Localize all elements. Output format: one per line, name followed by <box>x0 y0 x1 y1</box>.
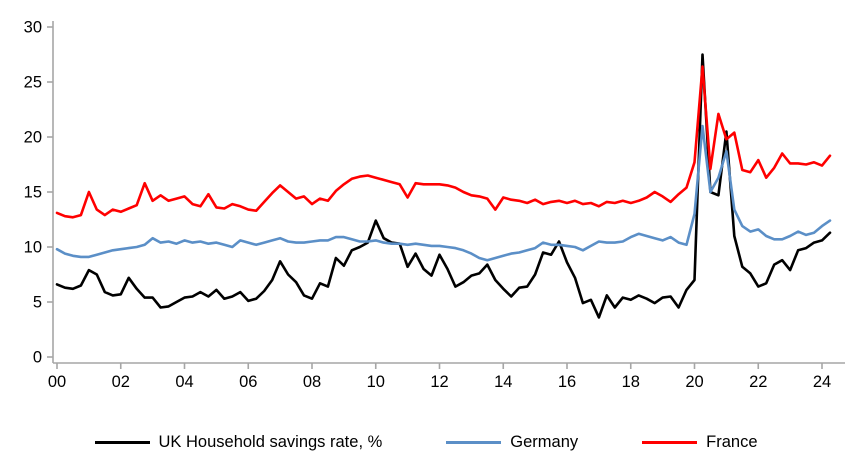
x-tick-label: 02 <box>112 373 130 391</box>
x-axis: 00 02 04 06 08 10 12 14 16 18 20 22 24 <box>48 363 831 391</box>
legend-swatch-icon <box>446 440 502 444</box>
legend-label: UK Household savings rate, % <box>158 432 383 451</box>
chart-legend: UK Household savings rate, % Germany Franc… <box>0 424 852 460</box>
y-tick-label: 30 <box>24 19 42 37</box>
x-tick-label: 18 <box>622 373 640 391</box>
y-tick-label: 0 <box>33 349 42 367</box>
chart-canvas: 0 5 10 15 20 25 30 00 02 04 06 08 10 12 14 16 18 20 22 24 <box>24 19 845 391</box>
x-tick-label: 24 <box>813 373 831 391</box>
legend-label: Germany <box>510 432 579 451</box>
legend-item-0: UK Household savings rate, % <box>94 432 383 452</box>
y-tick-label: 25 <box>24 74 42 92</box>
x-tick-label: 00 <box>48 373 66 391</box>
y-axis: 0 5 10 15 20 25 30 <box>24 19 53 367</box>
y-tick-label: 20 <box>24 129 42 147</box>
y-tick-label: 10 <box>24 239 42 257</box>
series-line-2 <box>55 65 832 219</box>
legend-swatch-icon <box>642 440 698 444</box>
x-tick-label: 14 <box>494 373 512 391</box>
series-line-1 <box>55 124 832 262</box>
y-tick-label: 5 <box>33 294 42 312</box>
x-tick-label: 10 <box>367 373 385 391</box>
x-tick-label: 06 <box>239 373 257 391</box>
x-tick-label: 04 <box>175 373 193 391</box>
axes <box>52 21 845 364</box>
x-tick-label: 12 <box>430 373 448 391</box>
legend-swatch-icon <box>94 440 150 444</box>
x-tick-label: 08 <box>303 373 321 391</box>
x-tick-label: 16 <box>558 373 576 391</box>
x-tick-label: 22 <box>749 373 767 391</box>
x-tick-label: 20 <box>685 373 703 391</box>
y-tick-label: 15 <box>24 184 42 202</box>
legend-label: France <box>706 432 758 451</box>
legend-item-1: Germany <box>446 433 578 452</box>
legend-item-2: France <box>642 432 758 452</box>
